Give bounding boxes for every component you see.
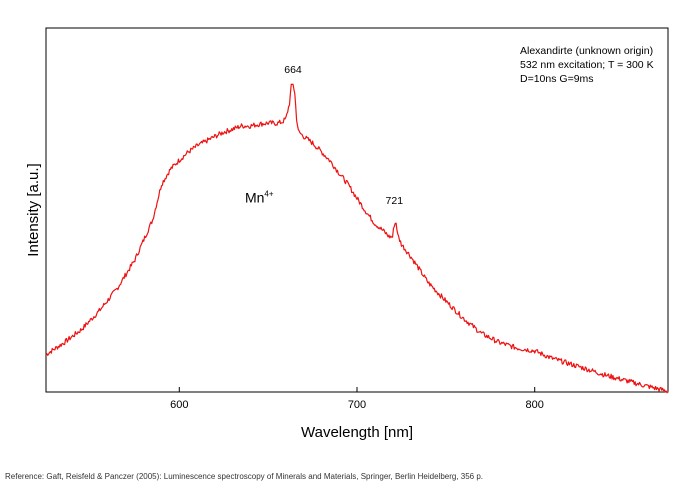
legend: Alexandirte (unknown origin) 532 nm exci… [520, 45, 654, 85]
x-tick-label: 800 [526, 399, 544, 411]
x-axis-ticks: 600 700 800 [170, 387, 544, 411]
legend-line-2: 532 nm excitation; T = 300 K [520, 59, 654, 71]
legend-line-3: D=10ns G=9ms [520, 73, 594, 85]
legend-line-1: Alexandirte (unknown origin) [520, 45, 653, 57]
x-tick-label: 600 [170, 399, 188, 411]
peak-label: 664 [284, 64, 302, 76]
x-tick-label: 700 [348, 399, 366, 411]
species-label: Mn4+ [245, 190, 274, 206]
species-label-superscript: 4+ [264, 190, 273, 199]
peak-annotations: 664 721 [284, 64, 403, 207]
spectrum-line [45, 83, 669, 394]
peak-label: 721 [386, 195, 404, 207]
species-label-base: Mn [245, 190, 264, 206]
reference-note: Reference: Gaft, Reisfeld & Panczer (200… [5, 472, 484, 481]
spectrum-chart: 600 700 800 Wavelength [nm] Intensity [a.u… [25, 27, 669, 441]
x-axis-title: Wavelength [nm] [301, 424, 413, 441]
y-axis-title: Intensity [a.u.] [25, 163, 42, 256]
series-layer [45, 83, 669, 394]
